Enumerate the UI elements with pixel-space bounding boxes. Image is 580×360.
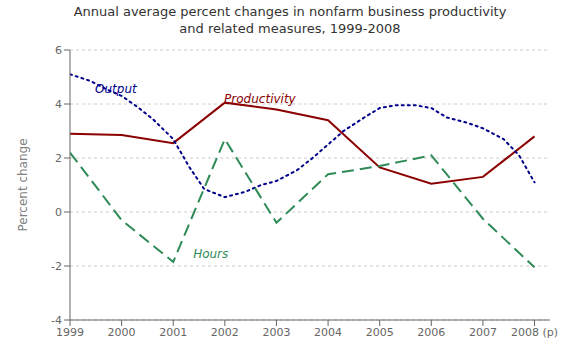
svg-text:0: 0 (55, 206, 62, 219)
svg-text:2002: 2002 (211, 326, 239, 339)
svg-text:2007: 2007 (469, 326, 497, 339)
svg-text:Hours: Hours (193, 247, 228, 261)
svg-text:2001: 2001 (159, 326, 187, 339)
svg-text:2004: 2004 (314, 326, 342, 339)
svg-text:Percent change: Percent change (16, 138, 30, 231)
svg-text:-2: -2 (51, 260, 62, 273)
html-text:Annual average percent changes: Annual average percent changes in nonfar… (73, 4, 507, 19)
html-text:and related measures, 1999-200: and related measures, 1999-2008 (179, 21, 401, 36)
svg-text:2006: 2006 (417, 326, 445, 339)
svg-text:Productivity: Productivity (224, 92, 297, 106)
svg-text:2008 (p): 2008 (p) (511, 326, 558, 339)
svg-text:2: 2 (55, 152, 62, 165)
svg-text:2000: 2000 (108, 326, 136, 339)
svg-text:-4: -4 (51, 314, 62, 327)
svg-text:Output: Output (95, 82, 138, 96)
svg-text:4: 4 (55, 98, 62, 111)
svg-text:2005: 2005 (366, 326, 394, 339)
svg-text:2003: 2003 (262, 326, 290, 339)
svg-text:1999: 1999 (56, 326, 84, 339)
svg-text:6: 6 (55, 44, 62, 57)
